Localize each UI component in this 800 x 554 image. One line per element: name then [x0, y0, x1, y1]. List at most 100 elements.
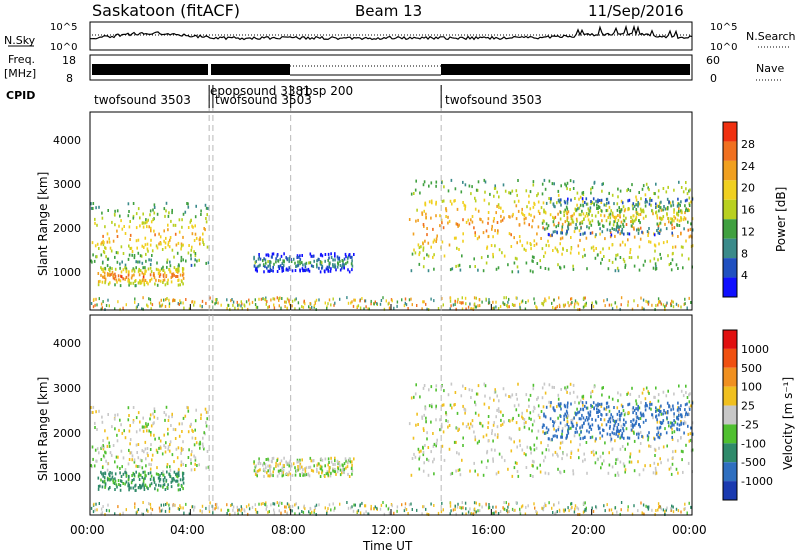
vel-cell-r0: [171, 412, 173, 416]
vel-cell-r3: [572, 390, 575, 394]
vel-cell-r4: [670, 408, 672, 412]
power-cell-r3: [525, 216, 527, 220]
vel-cell-r0: [131, 458, 133, 462]
vel-cell-r3: [586, 471, 588, 475]
vel-cell-r3: [570, 426, 572, 430]
power-cell-r3: [508, 215, 510, 219]
power-cell-r3: [673, 226, 676, 230]
power-cell-r1: [149, 266, 152, 270]
power-cell-near: [631, 307, 634, 311]
power-cell-near: [606, 298, 608, 302]
power-cell-r2: [282, 264, 285, 268]
vel-cell-r0: [198, 442, 201, 446]
vel-cell-near: [359, 504, 361, 508]
velocity-colorbar-swatch: [723, 367, 737, 387]
vel-cell-r0: [207, 410, 209, 414]
power-cell-r0: [95, 206, 97, 210]
power-cell-r0: [171, 248, 174, 252]
power-cell-near: [376, 302, 378, 305]
power-cell-r3: [500, 219, 502, 223]
power-cell-r3: [464, 207, 466, 211]
power-cell-r3: [422, 223, 425, 226]
power-cell-r3: [600, 201, 603, 204]
vel-cell-r2: [325, 472, 328, 476]
power-cell-r3: [572, 267, 575, 271]
power-cell-r0: [119, 214, 121, 218]
vel-cell-r2: [339, 473, 342, 477]
vel-cell-r3: [659, 434, 661, 438]
vel-cell-near: [502, 506, 504, 510]
velocity-colorbar-tick: -1000: [741, 475, 773, 488]
vel-cell-r4: [685, 411, 687, 415]
power-cell-r1: [133, 268, 135, 272]
power-cell-r2: [255, 259, 257, 263]
power-cell-near: [567, 301, 569, 305]
vel-cell-r3: [549, 404, 552, 408]
vel-cell-r3: [513, 440, 515, 444]
power-cell-r3: [422, 248, 425, 252]
vel-cell-r4: [588, 430, 590, 434]
vel-cell-near: [314, 506, 316, 510]
vel-cell-r3: [687, 432, 690, 436]
vel-cell-r0: [171, 453, 174, 457]
power-cell-r4: [551, 233, 553, 237]
vel-cell-near: [660, 507, 662, 511]
power-cell-r0: [152, 208, 154, 212]
power-cell-near: [570, 302, 572, 306]
vel-cell-r1: [146, 485, 148, 489]
power-cell-r2: [301, 261, 303, 265]
vel-cell-r3: [635, 399, 637, 403]
vel-cell-r4: [606, 405, 608, 409]
power-cell-r3: [415, 179, 417, 183]
vel-cell-r3: [533, 406, 536, 410]
vel-cell-r3: [677, 471, 679, 475]
power-cell-r3: [680, 232, 682, 236]
power-cell-r4: [578, 206, 581, 210]
vel-cell-r3: [682, 450, 684, 454]
power-cell-r4: [609, 216, 612, 220]
vel-cell-r1: [170, 485, 173, 489]
power-cell-r3: [635, 198, 638, 202]
vel-cell-r0: [111, 425, 113, 429]
power-cell-r1: [162, 273, 165, 277]
vel-cell-r0: [92, 405, 95, 409]
power-cell-r0: [164, 241, 167, 245]
power-cell-r3: [435, 200, 437, 204]
power-cell-r1: [125, 267, 128, 271]
vel-cell-r3: [455, 440, 457, 444]
power-cell-r0: [187, 202, 189, 206]
power-cell-r3: [432, 227, 434, 231]
vel-cell-near: [356, 510, 358, 514]
power-cell-r3: [503, 216, 505, 220]
vel-cell-r3: [477, 413, 480, 417]
power-cell-r2: [281, 269, 284, 273]
power-cell-r0: [189, 220, 192, 224]
vel-cell-r3: [547, 444, 549, 447]
vel-cell-r2: [273, 467, 275, 471]
power-cell-r3: [455, 264, 457, 268]
vel-cell-r4: [637, 436, 640, 440]
power-cell-r0: [187, 205, 190, 209]
power-cell-near: [683, 302, 685, 306]
vel-cell-near: [266, 505, 268, 508]
power-cell-r3: [447, 215, 449, 219]
power-cell-r3: [473, 226, 475, 230]
vel-cell-near: [313, 509, 316, 512]
power-cell-near: [475, 305, 477, 309]
power-cell-near: [542, 303, 545, 307]
power-cell-near: [254, 303, 257, 306]
power-cell-r4: [656, 214, 658, 218]
vel-cell-r3: [427, 446, 430, 449]
power-cell-r3: [577, 244, 580, 248]
power-cell-r4: [597, 204, 600, 208]
vel-cell-r0: [195, 408, 197, 412]
vel-cell-near: [614, 506, 616, 510]
vel-cell-r2: [270, 473, 273, 477]
power-cell-near: [611, 307, 614, 311]
vel-cell-r4: [575, 412, 578, 416]
power-cell-r1: [167, 278, 169, 282]
power-cell-r3: [458, 248, 460, 251]
vel-cell-r2: [327, 473, 329, 477]
power-cell-r4: [598, 199, 601, 202]
power-cell-r1: [171, 272, 173, 276]
